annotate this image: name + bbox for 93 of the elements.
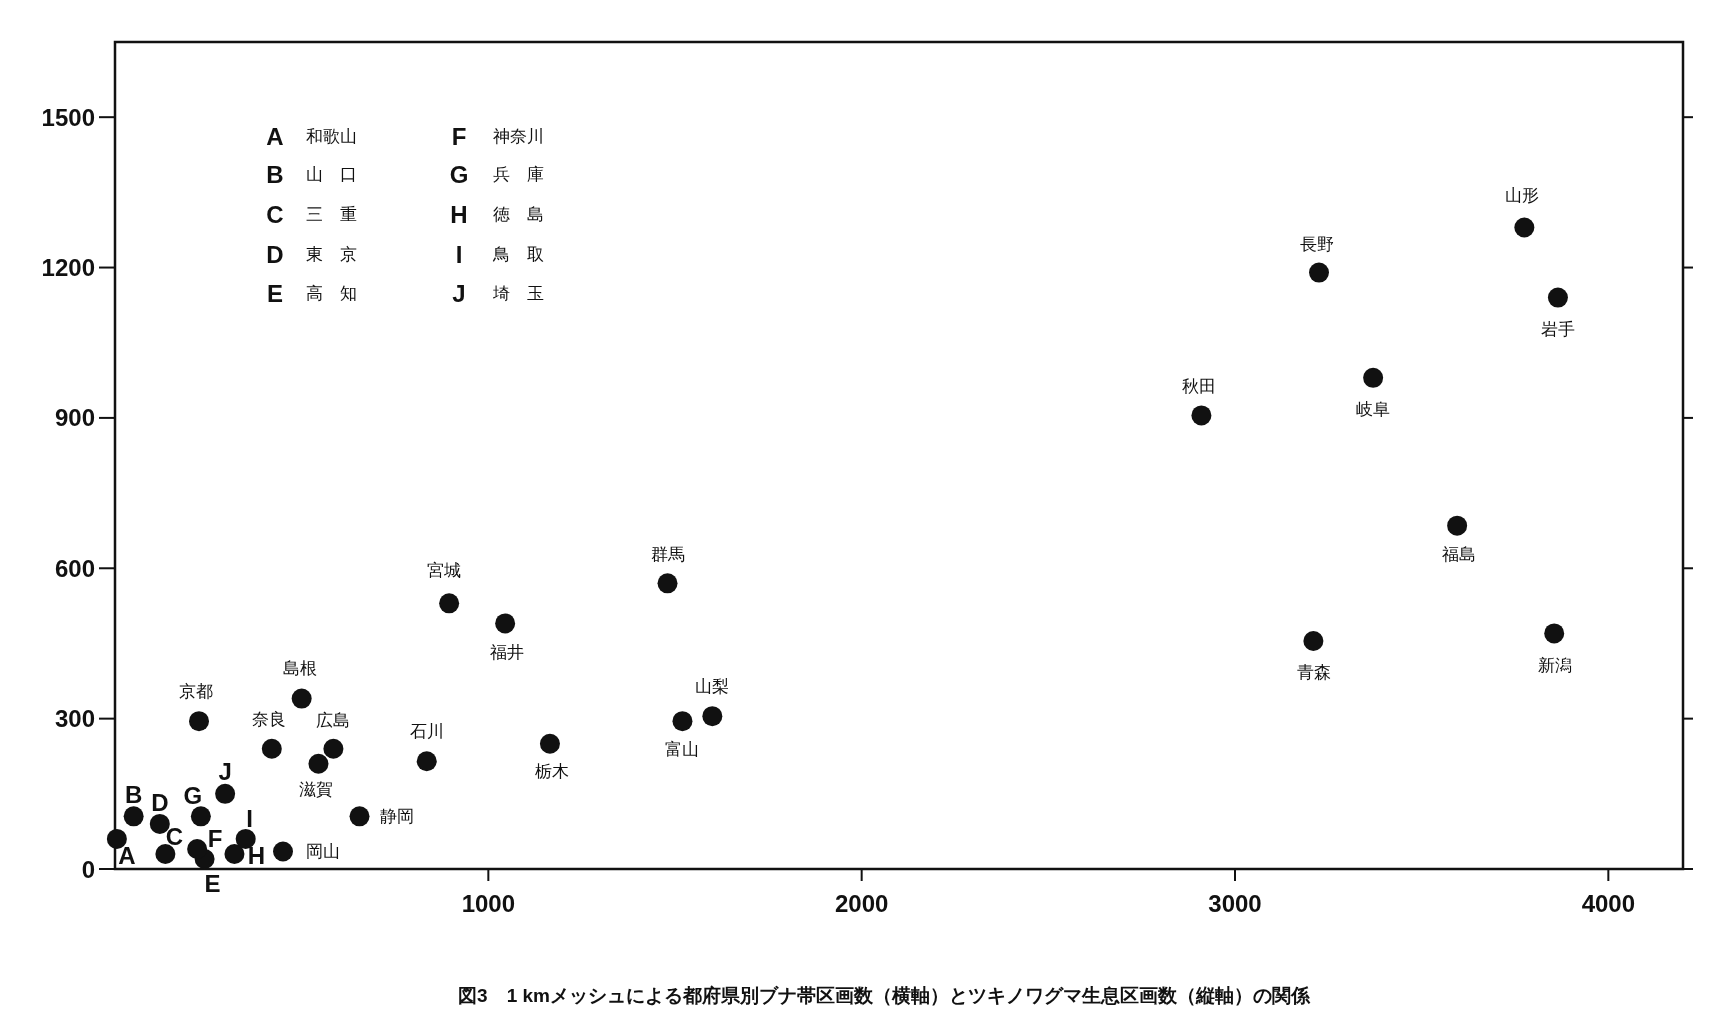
point bbox=[416, 751, 437, 772]
y-tick-label: 1200 bbox=[41, 254, 95, 282]
point bbox=[273, 841, 293, 862]
annotation: 石川 bbox=[409, 721, 444, 741]
annotation: 群馬 bbox=[650, 544, 685, 564]
point bbox=[189, 711, 209, 732]
annotation: 福井 bbox=[490, 642, 525, 662]
annotation: 神奈川 bbox=[493, 126, 544, 146]
point bbox=[539, 733, 560, 754]
x-tick-label: 2000 bbox=[834, 889, 889, 917]
annotation: 岐阜 bbox=[1356, 400, 1391, 420]
annotation: 埼 玉 bbox=[492, 283, 544, 303]
annotation: 京都 bbox=[179, 681, 213, 701]
annotation: 奈良 bbox=[251, 710, 286, 730]
annotation: 東 京 bbox=[306, 244, 357, 264]
y-tick-label: 600 bbox=[54, 554, 95, 582]
point bbox=[323, 738, 344, 759]
annotation: D bbox=[266, 240, 284, 268]
y-tick-label: 1500 bbox=[41, 103, 95, 131]
point bbox=[155, 843, 176, 864]
annotation: A bbox=[118, 842, 136, 870]
point bbox=[702, 706, 723, 727]
annotation: B bbox=[266, 160, 284, 188]
point bbox=[1309, 262, 1329, 283]
point bbox=[308, 753, 329, 774]
annotation: 福島 bbox=[1442, 545, 1477, 565]
annotation: 和歌山 bbox=[306, 126, 357, 146]
annotation: 山梨 bbox=[695, 676, 730, 696]
annotation: 三 重 bbox=[306, 204, 357, 224]
point bbox=[215, 783, 236, 804]
point bbox=[235, 828, 256, 849]
y-tick-label: 300 bbox=[54, 705, 95, 733]
annotation: J bbox=[218, 758, 232, 786]
point bbox=[1363, 367, 1384, 388]
annotation: 岩手 bbox=[1540, 320, 1575, 340]
annotation: 宮城 bbox=[427, 560, 462, 580]
annotation: 兵 庫 bbox=[493, 164, 544, 184]
annotation: H bbox=[247, 842, 266, 870]
annotation: C bbox=[266, 200, 284, 228]
y-tick-label: 900 bbox=[54, 404, 95, 432]
point bbox=[190, 806, 211, 827]
annotation: 徳 島 bbox=[493, 204, 544, 224]
caption: 図3 1 kmメッシュによる都府県別ブナ帯区画数（横軸）とツキノワグマ生息区画数（縦軸）の関係 bbox=[458, 984, 1311, 1006]
point bbox=[224, 843, 245, 864]
point bbox=[187, 838, 208, 859]
point bbox=[1191, 405, 1212, 426]
annotation: 滋賀 bbox=[299, 780, 334, 800]
annotation: 岡山 bbox=[306, 841, 340, 861]
point bbox=[495, 613, 516, 634]
annotation: I bbox=[455, 240, 463, 268]
point bbox=[1514, 217, 1535, 238]
annotation: J bbox=[452, 279, 466, 307]
point bbox=[291, 688, 312, 709]
annotation: B bbox=[124, 780, 143, 808]
annotation: F bbox=[207, 825, 223, 853]
annotation: 青森 bbox=[1297, 663, 1332, 683]
annotation: 栃木 bbox=[534, 762, 569, 782]
annotation: 広島 bbox=[316, 711, 351, 731]
point bbox=[439, 593, 460, 614]
annotation: H bbox=[450, 200, 468, 228]
point bbox=[672, 711, 693, 732]
annotation: A bbox=[266, 122, 284, 150]
annotation: E bbox=[266, 279, 284, 307]
point bbox=[1303, 630, 1324, 651]
annotation: E bbox=[204, 870, 221, 898]
point bbox=[1547, 287, 1568, 308]
annotation: 山 口 bbox=[306, 164, 357, 184]
x-tick-label: 3000 bbox=[1208, 889, 1262, 917]
y-tick-label: 0 bbox=[81, 855, 95, 883]
annotation: 新潟 bbox=[1538, 655, 1573, 675]
annotation: 長野 bbox=[1300, 235, 1334, 255]
x-tick-label: 1000 bbox=[461, 889, 516, 917]
annotation: C bbox=[165, 823, 184, 851]
point bbox=[106, 828, 127, 849]
annotation: 鳥 取 bbox=[492, 244, 544, 264]
annotation: 高 知 bbox=[306, 283, 357, 303]
x-tick-label: 4000 bbox=[1581, 889, 1636, 917]
point bbox=[657, 573, 678, 594]
point bbox=[261, 738, 282, 759]
point bbox=[1447, 515, 1468, 536]
annotation: D bbox=[151, 789, 169, 817]
annotation: 島根 bbox=[282, 659, 317, 679]
point bbox=[1544, 623, 1565, 644]
annotation: I bbox=[246, 805, 253, 833]
annotation: 山形 bbox=[1505, 185, 1540, 205]
annotation: 静岡 bbox=[379, 806, 414, 826]
point bbox=[349, 806, 370, 827]
point bbox=[123, 806, 144, 827]
annotation: F bbox=[451, 122, 467, 150]
annotation: 秋田 bbox=[1182, 376, 1217, 396]
annotation: G bbox=[183, 781, 203, 809]
annotation: 富山 bbox=[665, 739, 700, 759]
annotation: G bbox=[449, 160, 469, 188]
